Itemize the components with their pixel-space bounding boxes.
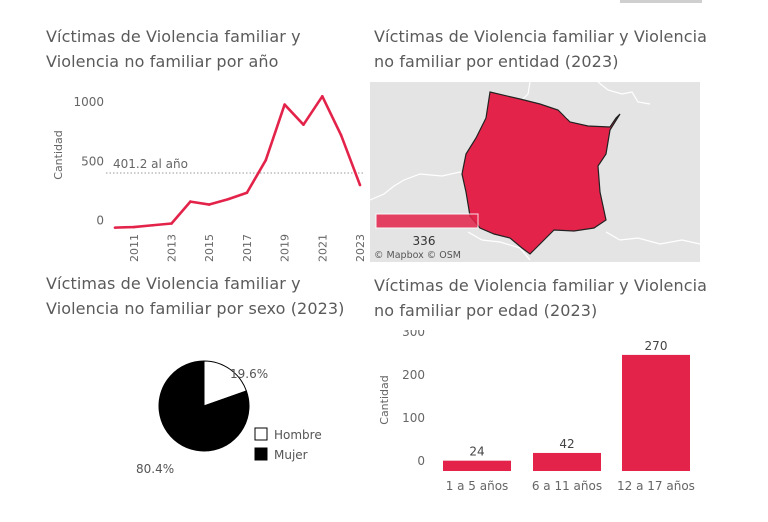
sex-title-line-2: Violencia no familiar por sexo (2023) <box>46 299 345 318</box>
legend-label-hombre: Hombre <box>274 428 322 442</box>
entity-map[interactable]: 336 © Mapbox © OSM <box>370 82 700 262</box>
x-tick-label: 2019 <box>279 234 292 262</box>
pie-slice-mujer <box>158 360 250 452</box>
x-tick-label: 2013 <box>166 234 179 262</box>
series-point <box>226 197 230 201</box>
x-tick-label: 2015 <box>203 234 216 262</box>
map-attribution: © Mapbox © OSM <box>374 250 461 261</box>
neighbor-border-northeast <box>597 82 651 105</box>
legend-swatch-hombre <box>254 427 268 441</box>
age-bar-chart[interactable]: Cantidad 0 100 200 300 24 1 a 5 años 42 6 a 11 a… <box>370 330 710 500</box>
series-point <box>302 123 305 126</box>
sex-title-line-1: Víctimas de Violencia familiar y <box>46 274 301 293</box>
y-tick-label: 200 <box>402 368 425 382</box>
bar <box>443 460 511 471</box>
series-point <box>245 191 249 195</box>
legend-swatch-mujer <box>254 447 268 461</box>
bar-value-label: 270 <box>645 339 668 353</box>
age-title-line-1: Víctimas de Violencia familiar y Violenc… <box>374 276 708 295</box>
age-title-line-2: no familiar por edad (2023) <box>374 301 598 320</box>
x-tick-label: 2023 <box>354 234 367 262</box>
y-tick-label: 500 <box>81 154 104 168</box>
age-chart-title: Víctimas de Violencia familiar y Violenc… <box>374 273 707 323</box>
x-category-label: 1 a 5 años <box>446 479 509 493</box>
bar-value-label: 24 <box>469 445 484 459</box>
series-point <box>207 203 211 206</box>
x-tick-label: 2011 <box>128 234 141 262</box>
series-point <box>264 158 268 162</box>
y-tick-label: 0 <box>417 454 425 468</box>
sex-pie-chart[interactable]: 19.6% 80.4% Hombre Mujer <box>120 360 360 480</box>
entity-title-line-1: Víctimas de Violencia familiar y Violenc… <box>374 27 708 46</box>
x-category-label: 12 a 17 años <box>617 479 695 493</box>
y-axis-label: Cantidad <box>52 130 65 179</box>
neighbor-border-southwest <box>467 231 531 261</box>
y-tick-label: 1000 <box>73 95 104 109</box>
year-line-chart[interactable]: Cantidad 0 500 1000 401.2 al año 2011 2013 2015… <box>40 80 370 270</box>
series-point <box>113 226 117 229</box>
year-title-line-1: Víctimas de Violencia familiar y <box>46 27 301 46</box>
series-point <box>283 103 286 106</box>
entity-title-line-2: no familiar por entidad (2023) <box>374 52 619 71</box>
sex-chart-title: Víctimas de Violencia familiar y Violenc… <box>46 271 345 321</box>
entity-shape[interactable] <box>461 91 621 255</box>
series-point <box>189 200 192 203</box>
y-axis-label: Cantidad <box>378 375 391 424</box>
series-line <box>114 94 362 229</box>
neighbor-border-southeast <box>605 231 700 245</box>
legend-label-mujer: Mujer <box>274 448 308 462</box>
pie-label-hombre: 19.6% <box>230 367 268 381</box>
entity-chart-title: Víctimas de Violencia familiar y Violenc… <box>374 24 707 74</box>
map-value-label: 336 <box>413 234 436 248</box>
map-value-bar <box>375 213 479 229</box>
y-tick-label: 100 <box>402 411 425 425</box>
y-tick-label: 0 <box>96 214 104 228</box>
neighbor-border-west <box>370 171 471 201</box>
x-tick-label: 2017 <box>241 234 254 262</box>
series-point <box>358 183 362 187</box>
bar <box>622 354 690 471</box>
bar-value-label: 42 <box>559 437 574 451</box>
series-point <box>132 225 136 229</box>
bar <box>533 452 601 471</box>
pie-label-mujer: 80.4% <box>136 462 174 476</box>
series-point <box>339 134 343 137</box>
year-chart-title: Víctimas de Violencia familiar y Violenc… <box>46 24 301 74</box>
reference-line-label: 401.2 al año <box>113 157 188 171</box>
x-tick-label: 2021 <box>316 234 329 262</box>
year-title-line-2: Violencia no familiar por año <box>46 52 279 71</box>
y-tick-label: 300 <box>402 330 425 339</box>
series-point <box>151 223 154 227</box>
top-divider <box>620 0 702 3</box>
x-category-label: 6 a 11 años <box>532 479 602 493</box>
series-point <box>170 222 173 225</box>
series-point <box>321 94 324 98</box>
